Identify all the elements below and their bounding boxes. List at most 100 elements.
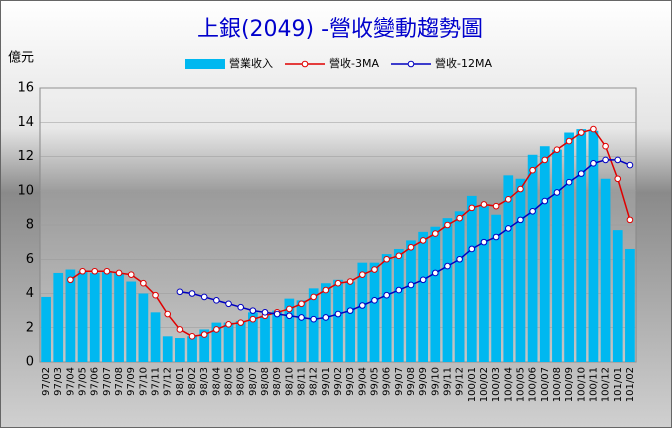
line-marker: [371, 266, 378, 273]
line-marker: [553, 146, 561, 153]
line-marker: [91, 267, 99, 275]
x-tick-label: 98/05: [224, 367, 235, 396]
legend-marker: [301, 60, 309, 68]
line-marker: [310, 315, 317, 323]
line-marker: [249, 315, 257, 323]
y-tick-label: 6: [26, 252, 34, 267]
x-tick-label: 97/07: [102, 367, 113, 396]
line-marker: [468, 204, 476, 212]
line-marker: [334, 310, 342, 318]
x-tick-label: 98/06: [236, 367, 247, 396]
line-marker: [407, 281, 415, 289]
line-marker: [322, 314, 330, 321]
line-marker: [395, 252, 403, 260]
line-marker: [298, 314, 305, 321]
bar: [138, 293, 149, 362]
x-tick-label: 98/03: [199, 367, 210, 396]
legend-marker: [407, 60, 415, 68]
bar: [187, 336, 197, 362]
bar: [393, 248, 404, 362]
x-tick-label: 98/04: [211, 367, 222, 396]
line-marker: [590, 125, 597, 133]
x-tick-label: 100/11: [588, 367, 599, 402]
line-marker: [140, 279, 147, 287]
x-tick-label: 99/02: [333, 367, 344, 396]
bar: [576, 129, 587, 362]
line-marker: [504, 225, 512, 232]
x-tick-label: 99/04: [357, 367, 368, 396]
line-marker: [432, 230, 439, 237]
x-tick-label: 99/03: [345, 367, 356, 396]
line-marker: [541, 197, 549, 205]
legend-swatch: [185, 59, 225, 69]
line-marker: [115, 269, 123, 277]
bar: [77, 271, 88, 362]
x-tick-label: 97/04: [65, 367, 76, 396]
line-marker: [492, 233, 500, 241]
line-marker: [188, 333, 196, 340]
bar: [418, 231, 429, 362]
bar: [430, 226, 441, 362]
bar: [211, 322, 222, 362]
bar: [272, 310, 283, 362]
x-tick-label: 98/09: [272, 367, 283, 396]
x-tick-label: 98/08: [260, 367, 271, 396]
bar: [308, 288, 319, 362]
bar: [296, 300, 307, 362]
line-marker: [237, 303, 244, 311]
line-marker: [432, 269, 439, 277]
line-marker: [249, 307, 257, 314]
x-tick-label: 99/07: [394, 367, 405, 396]
x-tick-label: 100/06: [528, 367, 539, 402]
line-marker: [456, 255, 463, 263]
x-tick-label: 97/08: [114, 367, 125, 396]
bar: [515, 178, 526, 362]
x-tick-label: 100/12: [601, 367, 612, 402]
x-tick-label: 98/01: [175, 367, 186, 396]
line-marker: [395, 286, 403, 294]
line-marker: [456, 214, 463, 222]
line-marker: [529, 166, 536, 174]
x-tick-label: 100/09: [564, 367, 575, 402]
line-marker: [298, 300, 305, 308]
line-marker: [213, 326, 220, 333]
x-tick-label: 97/12: [163, 367, 174, 396]
x-tick-label: 100/08: [552, 367, 563, 402]
line-marker: [164, 310, 172, 318]
bar: [223, 322, 234, 362]
x-tick-label: 100/05: [515, 367, 526, 402]
bar: [564, 132, 574, 362]
y-axis-label: 億元: [8, 50, 34, 66]
line-marker: [225, 300, 232, 308]
bar: [491, 214, 501, 362]
line-marker: [419, 237, 427, 244]
line-marker: [626, 161, 634, 169]
x-tick-label: 101/01: [613, 367, 624, 402]
line-marker: [444, 262, 451, 270]
bar: [539, 146, 550, 362]
x-tick-label: 98/11: [297, 367, 308, 396]
line-marker: [468, 245, 476, 253]
bar: [612, 230, 623, 362]
bar: [345, 281, 356, 362]
x-tick-label: 99/09: [418, 367, 429, 396]
x-tick-label: 100/03: [491, 367, 502, 402]
x-tick-label: 99/11: [442, 367, 453, 396]
line-marker: [79, 267, 86, 275]
bar: [588, 130, 599, 362]
bar: [150, 312, 161, 362]
line-marker: [480, 201, 488, 208]
line-marker: [626, 216, 634, 224]
bar: [442, 218, 453, 362]
x-tick-label: 99/12: [455, 367, 466, 396]
x-tick-label: 98/12: [309, 367, 320, 396]
line-marker: [553, 189, 561, 196]
line-marker: [176, 288, 184, 296]
y-tick-label: 14: [17, 115, 34, 130]
line-marker: [614, 156, 622, 164]
bar: [41, 296, 51, 362]
bar: [284, 298, 295, 362]
line-marker: [419, 276, 427, 284]
line-marker: [359, 302, 366, 309]
line-marker: [213, 297, 220, 304]
